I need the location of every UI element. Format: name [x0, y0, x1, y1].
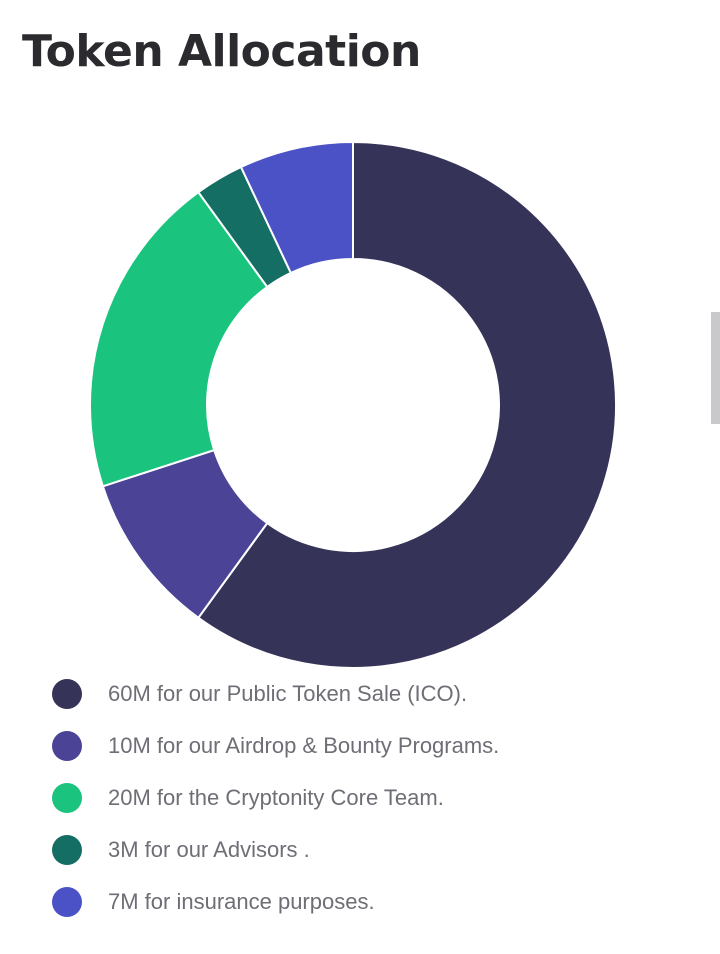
donut-slice-5	[239, 140, 354, 275]
donut-slice-1	[197, 140, 617, 669]
legend-swatch	[52, 887, 82, 917]
legend-item: 20M for the Cryptonity Core Team.	[52, 772, 692, 824]
legend-label: 60M for our Public Token Sale (ICO).	[108, 681, 468, 706]
legend-swatch	[52, 783, 82, 813]
legend-label: 7M for insurance purposes.	[108, 889, 375, 914]
legend-swatch	[52, 835, 82, 865]
legend-swatch	[52, 679, 82, 709]
donut-chart	[89, 140, 617, 669]
legend-item: 7M for insurance purposes.	[52, 876, 692, 928]
donut-slice-3	[89, 190, 269, 488]
legend-label: 3M for our Advisors .	[108, 837, 310, 862]
scrollbar-edge[interactable]	[711, 312, 720, 424]
legend-item: 3M for our Advisors .	[52, 824, 692, 876]
legend-item: 60M for our Public Token Sale (ICO).	[52, 668, 692, 720]
legend-label: 20M for the Cryptonity Core Team.	[108, 785, 444, 810]
chart-title: Token Allocation	[22, 26, 421, 77]
legend-swatch	[52, 731, 82, 761]
chart-legend: 60M for our Public Token Sale (ICO). 10M …	[52, 668, 692, 928]
legend-label: 10M for our Airdrop & Bounty Programs.	[108, 733, 500, 758]
legend-item: 10M for our Airdrop & Bounty Programs.	[52, 720, 692, 772]
